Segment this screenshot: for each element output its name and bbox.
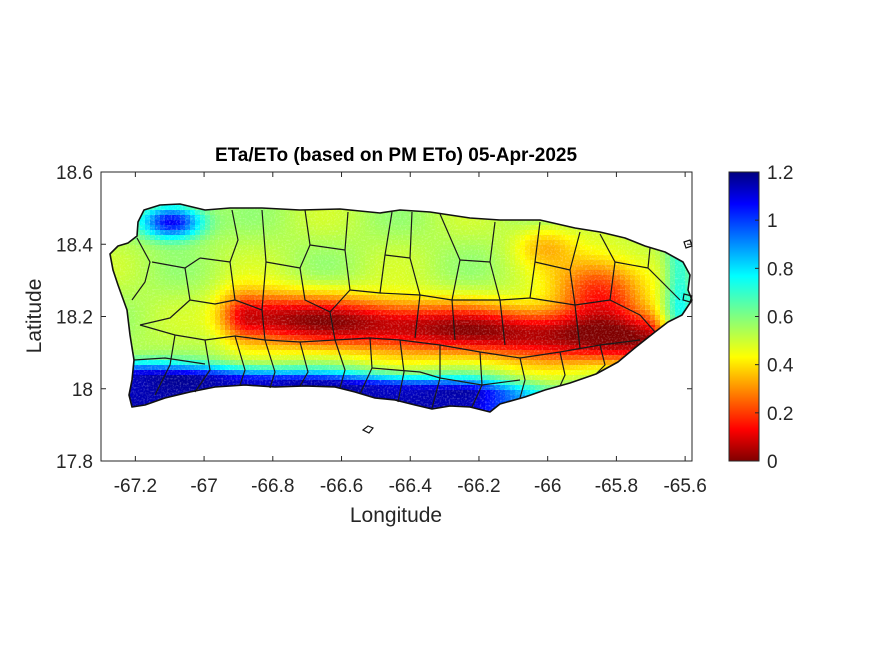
map-cell [695,395,701,401]
map-cell [695,255,701,261]
map-cell [695,345,701,351]
map-cell [695,325,701,331]
map-cell [695,300,701,306]
map-cell [695,195,701,201]
map-cell [695,355,701,361]
map-cell [695,225,701,231]
map-cell [695,280,701,286]
map-cell [695,205,701,211]
map-cell [695,365,701,371]
map-cell [695,210,701,216]
map-cell [695,260,701,266]
map-cell [695,250,701,256]
map-cell [695,295,701,301]
map-cell [695,340,701,346]
map-cell [695,335,701,341]
map-cell [695,350,701,356]
map-cell [695,265,701,271]
map-cell [695,270,701,276]
map-cell [695,240,701,246]
map-cell [695,305,701,311]
map-cell [695,385,701,391]
map-cell [695,320,701,326]
map-cell [695,220,701,226]
map-cell [695,370,701,376]
map-cell [695,215,701,221]
chart-title: ETa/ETo (based on PM ETo) 05-Apr-2025 [215,145,578,166]
map-cell [695,200,701,206]
map-cell [695,390,701,396]
map-cell [695,315,701,321]
map-cell [695,235,701,241]
map-cell [695,375,701,381]
map-cell [695,360,701,366]
map-cell [695,290,701,296]
map-cell [695,380,701,386]
map-cell [695,330,701,336]
map-cell [695,275,701,281]
map-cell [695,285,701,291]
map-area [110,195,701,412]
map-cell [695,310,701,316]
map-cell [695,245,701,251]
map-cell [695,230,701,236]
